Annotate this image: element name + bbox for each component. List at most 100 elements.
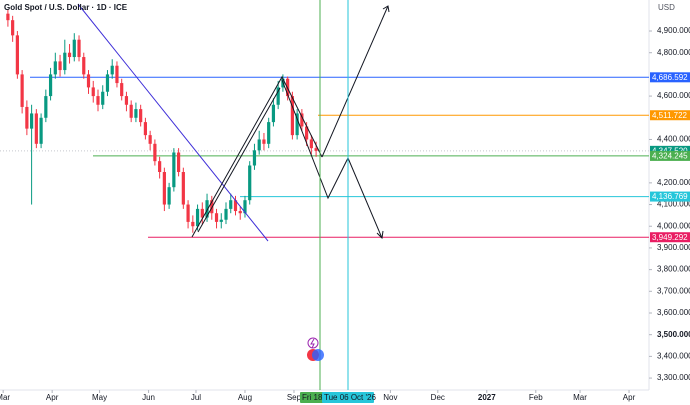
y-tick-label: 3,500.000 <box>657 330 690 339</box>
candle-body <box>267 122 271 144</box>
y-tick-label: 3,400.000 <box>657 351 690 360</box>
y-tick-label: 3,800.000 <box>657 265 690 274</box>
triangle-inner <box>197 87 281 233</box>
flag-icon <box>312 349 324 361</box>
level-label-bg <box>650 150 690 161</box>
candle-body <box>191 221 195 227</box>
level-label: 4,686.592 <box>652 73 688 82</box>
candle-body <box>34 113 38 144</box>
date-marker-label: Fri 18 S <box>302 393 330 402</box>
candle-body <box>257 139 261 151</box>
candle-body <box>167 187 171 205</box>
candle-body <box>176 152 181 173</box>
candle-body <box>262 139 266 144</box>
candle-body <box>290 96 294 136</box>
date-marker-label: Tue 06 Oct '26 <box>324 393 376 402</box>
candle-body <box>139 109 143 123</box>
trend-line <box>77 3 269 242</box>
candle-body <box>162 172 166 205</box>
candle-body <box>229 200 233 209</box>
candle-body <box>305 126 309 140</box>
candle-body <box>115 65 119 84</box>
candle-body <box>11 20 15 36</box>
y-tick-label: 3,900.000 <box>657 243 690 252</box>
level-label-bg <box>650 145 690 156</box>
date-marker-bg <box>322 392 374 403</box>
candle-body <box>181 172 185 205</box>
date-marker-bg <box>300 392 325 403</box>
candle-body <box>6 13 10 21</box>
event-icon <box>307 337 319 349</box>
candle-body <box>53 61 57 75</box>
x-tick-label: Mar <box>0 393 10 402</box>
candle-body <box>238 211 242 214</box>
x-tick-label: Aug <box>238 393 252 402</box>
y-tick-label: 4,200.000 <box>657 178 690 187</box>
y-tick-label: 3,300.000 <box>657 373 690 382</box>
candle-body <box>77 39 81 58</box>
candle-body <box>48 74 53 97</box>
candle-body <box>134 109 138 118</box>
x-tick-label: Jul <box>191 393 201 402</box>
candle-body <box>205 200 209 218</box>
y-tick-label: 3,700.000 <box>657 286 690 295</box>
y-tick-label: 4,800.000 <box>657 48 690 57</box>
candle-body <box>309 139 313 149</box>
candle-body <box>195 208 200 227</box>
y-tick-label: 4,900.000 <box>657 26 690 35</box>
event-icons <box>307 337 324 361</box>
candle-body <box>129 104 133 118</box>
candle-body <box>63 52 67 71</box>
level-label: 3,949.292 <box>652 233 688 242</box>
candle-body <box>105 74 110 92</box>
arrow-head <box>382 5 390 13</box>
x-tick-label: Nov <box>383 393 397 402</box>
candle-body <box>110 65 114 75</box>
candle-body <box>224 208 228 220</box>
event-icon-bolt <box>310 338 315 349</box>
chart-title: Gold Spot / U.S. Dollar · 1D · ICE <box>4 3 128 12</box>
candle-body <box>300 113 304 127</box>
candle-body <box>210 200 214 214</box>
candle-body <box>153 143 157 162</box>
x-tick-label: Apr <box>623 393 636 402</box>
zigzag-projection <box>281 79 383 239</box>
level-label-bg <box>650 232 690 243</box>
y-tick-label: 3,600.000 <box>657 308 690 317</box>
x-tick-label: Feb <box>529 393 543 402</box>
x-tick-label: Mar <box>573 393 587 402</box>
candle-body <box>172 152 176 188</box>
bull-projection <box>321 5 389 158</box>
candle-body <box>295 113 299 136</box>
y-tick-label: 4,000.000 <box>657 221 690 230</box>
y-tick-label: 4,600.000 <box>657 91 690 100</box>
candle-body <box>101 91 105 105</box>
level-label-bg <box>650 191 690 202</box>
candle-body <box>124 96 129 105</box>
candle-body <box>72 39 76 58</box>
candle-body <box>214 213 219 222</box>
candle-body <box>39 117 43 144</box>
candle-body <box>15 35 19 75</box>
triangle-outline <box>191 75 323 238</box>
candle-body <box>20 74 24 107</box>
candle-body <box>314 148 318 151</box>
x-tick-label: Dec <box>431 393 445 402</box>
candle-body <box>252 150 257 166</box>
candle-body <box>58 61 62 71</box>
candle-body <box>86 74 91 88</box>
candle-body <box>44 96 48 118</box>
level-label-bg <box>650 72 690 83</box>
candle-body <box>148 135 152 144</box>
candle-body <box>82 57 86 75</box>
candle-body <box>30 113 34 129</box>
candle-body <box>186 204 190 222</box>
candle-body <box>158 161 162 173</box>
candle-body <box>276 87 280 105</box>
level-label-bg <box>650 110 690 121</box>
candle-body <box>271 104 276 123</box>
y-tick-label: 4,100.000 <box>657 200 690 209</box>
x-tick-label: Jun <box>142 393 155 402</box>
